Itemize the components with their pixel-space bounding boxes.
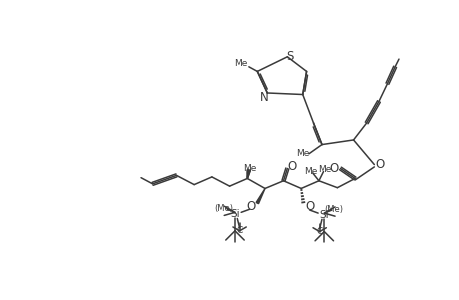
Polygon shape xyxy=(247,170,250,178)
Text: Si: Si xyxy=(230,209,239,219)
Text: O: O xyxy=(246,200,255,213)
Text: Me: Me xyxy=(318,166,331,175)
Text: (Me): (Me) xyxy=(214,204,233,213)
Text: Me: Me xyxy=(296,148,309,158)
Text: (Me): (Me) xyxy=(323,205,342,214)
Text: Me: Me xyxy=(234,59,247,68)
Text: Si: Si xyxy=(319,210,328,220)
Text: S: S xyxy=(285,50,293,62)
Text: C: C xyxy=(316,227,322,236)
Text: Me: Me xyxy=(242,164,256,173)
Text: O: O xyxy=(374,158,384,171)
Text: O: O xyxy=(304,200,313,213)
Text: N: N xyxy=(259,91,268,104)
Text: Me: Me xyxy=(304,167,317,176)
Text: O: O xyxy=(287,160,296,173)
Text: C: C xyxy=(236,226,242,235)
Text: O: O xyxy=(329,162,338,175)
Polygon shape xyxy=(256,188,264,204)
